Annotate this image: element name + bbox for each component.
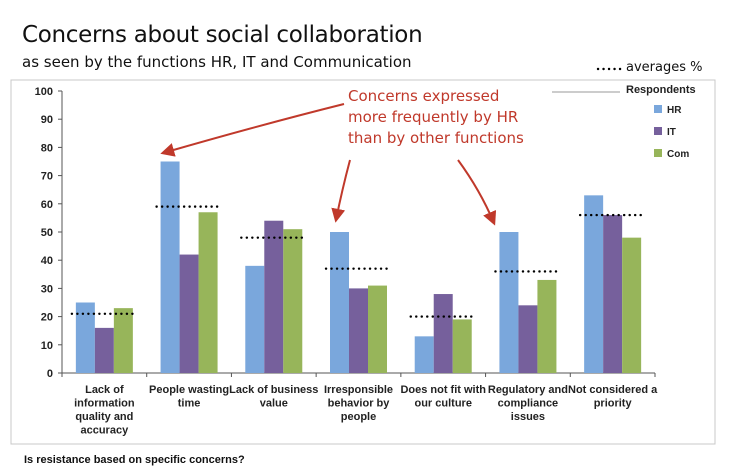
annotation-arrow-irresponsible-behavior xyxy=(331,159,351,223)
bar-it xyxy=(433,294,453,373)
legend-title: Respondents xyxy=(626,84,696,96)
chart-subtitle: as seen by the functions HR, IT and Comm… xyxy=(22,53,412,71)
legend-label-com: Com xyxy=(667,149,689,160)
y-tick-label: 90 xyxy=(41,114,53,126)
bar-hr xyxy=(584,195,604,373)
y-tick-label: 20 xyxy=(41,312,53,324)
legend-label-hr: HR xyxy=(667,105,682,116)
bar-hr xyxy=(75,302,95,373)
annotation-text: than by other functions xyxy=(348,129,524,147)
bar-it xyxy=(94,327,114,373)
y-tick-label: 60 xyxy=(41,199,53,211)
annotation-text: more frequently by HR xyxy=(348,108,518,126)
category-label: Irresponsible xyxy=(324,384,393,396)
y-tick-label: 50 xyxy=(41,227,53,239)
bar-com xyxy=(622,237,642,373)
y-tick-label: 100 xyxy=(35,86,53,98)
bar-it xyxy=(179,254,199,373)
y-tick-label: 10 xyxy=(41,340,53,352)
bar-hr xyxy=(499,232,519,373)
y-tick-label: 80 xyxy=(41,142,53,154)
bar-com xyxy=(452,319,472,373)
category-label: quality and xyxy=(75,411,133,423)
category-label: Lack of xyxy=(85,384,124,396)
bar-hr xyxy=(160,161,180,373)
legend-swatch-it xyxy=(654,127,662,135)
annotation-text: Concerns expressed xyxy=(348,87,499,105)
category-label: Does not fit with xyxy=(400,384,486,396)
y-tick-label: 40 xyxy=(41,255,53,267)
legend-label-it: IT xyxy=(667,127,676,138)
category-label: value xyxy=(260,398,288,410)
category-label: our culture xyxy=(414,398,471,410)
category-label: people xyxy=(341,411,376,423)
y-tick-label: 70 xyxy=(41,171,53,183)
averages-label: averages % xyxy=(626,60,703,75)
bar-it xyxy=(264,220,284,373)
bar-com xyxy=(113,308,133,373)
bar-com xyxy=(283,229,303,373)
bar-it xyxy=(603,215,623,373)
category-label: People wasting xyxy=(149,384,229,396)
bar-it xyxy=(518,305,538,373)
annotation-box xyxy=(342,83,552,153)
y-tick-label: 0 xyxy=(47,368,53,380)
category-label: issues xyxy=(511,411,545,423)
bar-com xyxy=(537,279,557,373)
bar-com xyxy=(368,285,387,373)
y-tick-label: 30 xyxy=(41,283,53,295)
bar-com xyxy=(198,212,218,373)
category-label: accuracy xyxy=(80,425,129,437)
legend-swatch-hr xyxy=(654,105,662,113)
category-label: behavior by xyxy=(328,398,391,410)
annotation-arrow-regulatory xyxy=(457,159,497,226)
bar-hr xyxy=(414,336,434,373)
category-label: Not considered a xyxy=(568,384,658,396)
chart-title: Concerns about social collaboration xyxy=(22,22,423,48)
legend-swatch-com xyxy=(654,149,662,157)
annotation-arrow-people-wasting-time xyxy=(160,103,345,157)
category-label: time xyxy=(178,398,201,410)
footer-note: Is resistance based on specific concerns… xyxy=(24,454,245,466)
bar-hr xyxy=(245,265,265,373)
chart-frame xyxy=(10,79,716,445)
bar-it xyxy=(349,288,368,373)
bar-hr xyxy=(330,232,349,373)
category-label: compliance xyxy=(498,398,559,410)
category-label: information xyxy=(74,398,135,410)
category-label: Lack of business xyxy=(229,384,318,396)
category-label: priority xyxy=(594,398,633,410)
category-label: Regulatory and xyxy=(488,384,568,396)
